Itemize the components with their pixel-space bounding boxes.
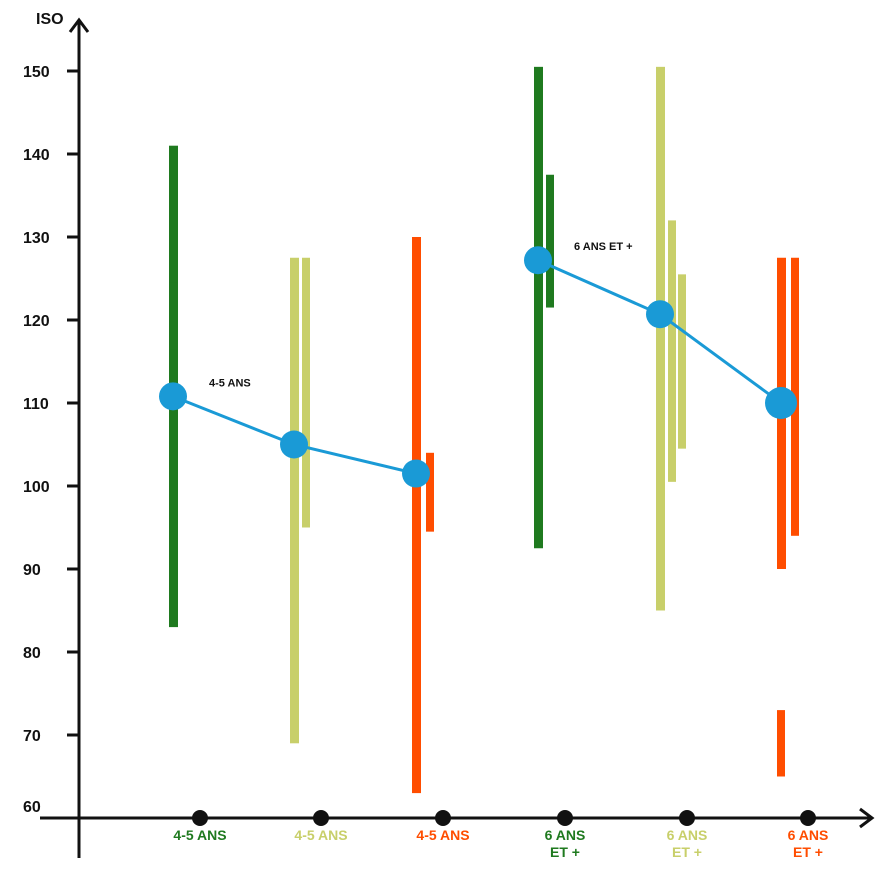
y-tick-label: 150: [23, 64, 50, 81]
category-dot: [192, 810, 208, 826]
range-bar: [668, 220, 676, 482]
category-dot: [800, 810, 816, 826]
category-dot: [557, 810, 573, 826]
chart-marks: 60 70 80 90 100 110 120 130 140 150 4-5 ANS 6 ANS E…: [23, 17, 875, 860]
y-tick-label: 60: [23, 799, 41, 816]
mean-point: [280, 430, 308, 459]
y-tick-label: 120: [23, 313, 50, 330]
category-dot: [435, 810, 451, 826]
category-dot: [313, 810, 329, 826]
range-bar: [169, 282, 177, 350]
y-axis-arrow: [68, 17, 90, 33]
category-dot: [679, 810, 695, 826]
category-label: 6 ANS ET +: [788, 827, 829, 860]
y-tick-label: 100: [23, 479, 50, 496]
range-bar: [412, 237, 421, 794]
y-tick-label: 90: [23, 562, 41, 579]
y-tick-label: 80: [23, 645, 41, 662]
range-bar: [678, 274, 686, 449]
mean-point: [765, 387, 797, 419]
y-tick-label: 110: [23, 396, 49, 413]
range-bar: [426, 452, 434, 532]
y-tick-label: 130: [23, 230, 50, 247]
mean-point: [524, 246, 552, 275]
mean-point: [646, 300, 674, 329]
range-bar: [534, 66, 543, 549]
range-bar: [546, 174, 554, 308]
series-annotation: 4-5 ANS: [209, 377, 251, 389]
category-label: 4-5 ANS: [416, 827, 469, 843]
category-label: 4-5 ANS: [173, 827, 226, 843]
range-bar: [656, 66, 665, 611]
mean-point: [159, 382, 187, 411]
range-bar: [777, 710, 785, 777]
y-tick-label: 140: [23, 147, 50, 164]
category-label: 6 ANS ET +: [545, 827, 586, 860]
mean-point: [402, 459, 430, 488]
range-bar: [302, 257, 310, 528]
category-label: 6 ANS ET +: [667, 827, 708, 860]
series-annotation: 6 ANS ET +: [574, 241, 633, 253]
y-tick-label: 70: [23, 728, 41, 745]
x-axis-arrow: [859, 807, 875, 829]
y-axis-title: ISO: [36, 11, 64, 28]
range-bar: [290, 257, 299, 744]
category-label: 4-5 ANS: [294, 827, 347, 843]
